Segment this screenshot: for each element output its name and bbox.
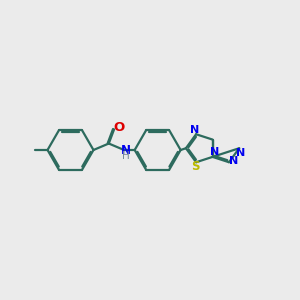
Text: O: O xyxy=(114,122,125,134)
Text: N: N xyxy=(190,125,199,135)
Text: S: S xyxy=(191,160,200,173)
Text: N: N xyxy=(236,148,245,158)
Text: H: H xyxy=(122,152,129,161)
Text: N: N xyxy=(210,148,219,158)
Text: N: N xyxy=(121,143,130,157)
Text: N: N xyxy=(229,156,239,166)
